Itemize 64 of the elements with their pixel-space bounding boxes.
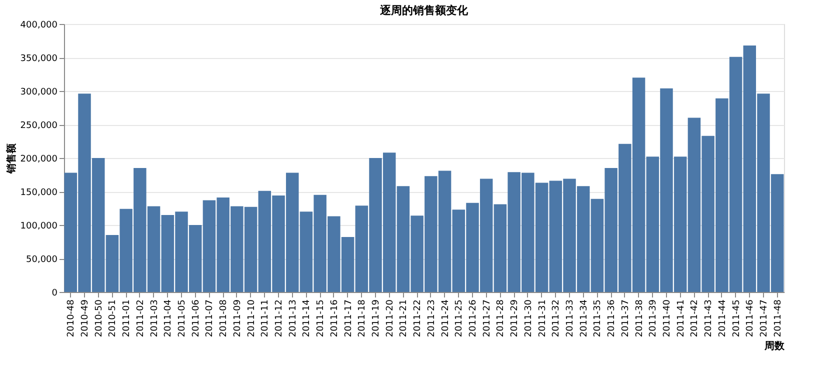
x-tick-label: 2011-48 xyxy=(773,299,784,338)
y-tick-label: 300,000 xyxy=(20,88,58,98)
x-tick-label: 2011-27 xyxy=(482,300,492,338)
y-tick-label: 150,000 xyxy=(20,188,58,198)
x-tick-label: 2011-09 xyxy=(232,299,243,338)
x-tick-label: 2011-30 xyxy=(524,299,534,338)
x-tick-label: 2010-51 xyxy=(108,300,118,338)
x-tick-label: 2011-15 xyxy=(316,300,326,338)
y-tick-label: 100,000 xyxy=(20,222,58,232)
x-tick-label: 2011-32 xyxy=(552,300,562,338)
x-tick-label: 2011-36 xyxy=(607,299,618,338)
x-tick-label: 2011-05 xyxy=(178,300,188,338)
y-tick-label: 50,000 xyxy=(26,255,58,265)
x-tick-label: 2011-11 xyxy=(260,300,271,338)
y-tick-label: 350,000 xyxy=(20,54,58,64)
x-tick-label: 2011-41 xyxy=(676,300,686,338)
x-tick-label: 2011-16 xyxy=(330,299,340,338)
x-tick-label: 2011-06 xyxy=(191,299,202,338)
x-tick-label: 2011-25 xyxy=(454,300,465,338)
x-tick-label: 2011-12 xyxy=(274,300,285,338)
x-tick-label: 2011-29 xyxy=(510,299,520,338)
x-tick-label: 2010-49 xyxy=(80,299,91,338)
x-tick-label: 2011-44 xyxy=(718,299,728,338)
y-tick-label: 400,000 xyxy=(20,20,58,30)
x-tick-label: 2011-28 xyxy=(496,299,506,338)
y-tick-label: 0 xyxy=(52,288,58,298)
x-tick-label: 2011-19 xyxy=(372,299,382,338)
x-tick-label: 2011-37 xyxy=(620,300,631,338)
x-tick-label: 2011-33 xyxy=(565,300,576,338)
x-tick-label: 2011-45 xyxy=(732,300,742,338)
x-tick-label: 2011-21 xyxy=(399,300,410,338)
x-tick-label: 2011-07 xyxy=(205,300,216,338)
x-tick-label: 2011-01 xyxy=(122,300,132,338)
x-tick-label: 2011-17 xyxy=(344,300,354,338)
x-tick-label: 2010-50 xyxy=(94,299,104,338)
y-tick-label: 250,000 xyxy=(20,121,58,131)
x-tick-label: 2011-40 xyxy=(662,299,672,338)
y-tick-label: 200,000 xyxy=(20,154,58,164)
x-tick-label: 2011-20 xyxy=(385,299,396,338)
x-axis-title: 周数 xyxy=(764,340,786,352)
y-axis-title: 销售额 xyxy=(5,142,18,174)
x-tick-label: 2011-35 xyxy=(593,300,604,338)
x-tick-label: 2011-26 xyxy=(468,299,478,338)
x-tick-label: 2011-02 xyxy=(136,300,146,338)
x-tick-label: 2011-04 xyxy=(164,299,174,338)
x-tick-label: 2011-23 xyxy=(426,300,437,338)
x-tick-label: 2011-46 xyxy=(746,299,756,338)
x-tick-label: 2011-08 xyxy=(219,299,230,338)
x-tick-label: 2011-34 xyxy=(579,299,590,338)
x-tick-label: 2011-18 xyxy=(358,299,368,338)
x-tick-label: 2010-48 xyxy=(66,299,77,338)
x-tick-label: 2011-42 xyxy=(690,300,700,338)
x-tick-label: 2011-24 xyxy=(440,299,451,338)
x-tick-label: 2011-22 xyxy=(413,300,424,338)
x-tick-label: 2011-10 xyxy=(246,299,257,338)
x-tick-label: 2011-43 xyxy=(704,300,714,338)
x-tick-label: 2011-03 xyxy=(150,300,160,338)
x-tick-label: 2011-14 xyxy=(302,299,312,338)
x-tick-label: 2011-13 xyxy=(288,300,298,338)
x-tick-label: 2011-39 xyxy=(648,299,659,338)
x-tick-label: 2011-38 xyxy=(634,299,645,338)
chart-title: 逐周的销售额变化 xyxy=(379,4,469,17)
x-tick-label: 2011-31 xyxy=(538,300,548,338)
x-tick-label: 2011-47 xyxy=(759,300,770,338)
